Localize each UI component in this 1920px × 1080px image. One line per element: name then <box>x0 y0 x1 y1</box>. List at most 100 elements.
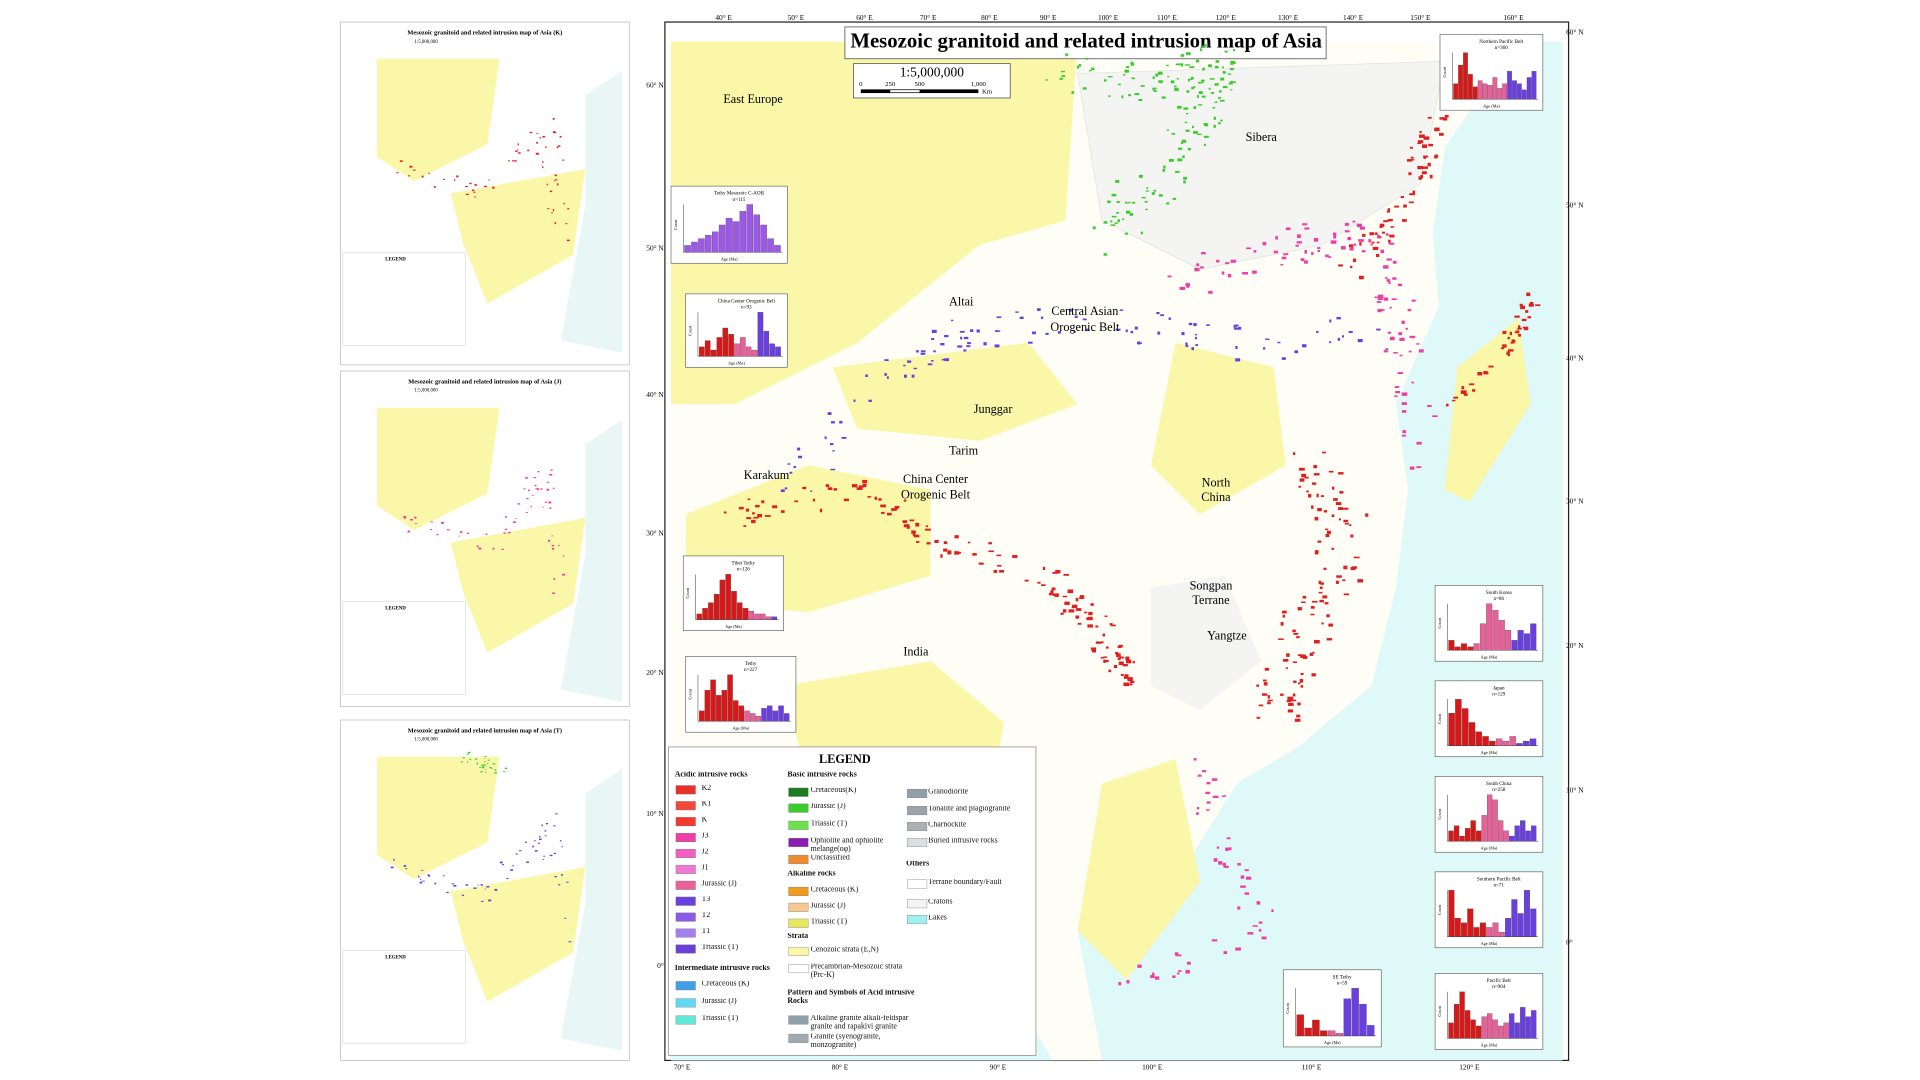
intrusion <box>1376 301 1382 303</box>
histogram-bar <box>1495 738 1503 746</box>
intrusion <box>1313 473 1320 476</box>
intrusion <box>1156 311 1160 315</box>
intrusion <box>1095 641 1101 644</box>
intrusion <box>1137 964 1142 968</box>
histogram-bar <box>1487 85 1493 100</box>
intrusion <box>504 767 508 769</box>
intrusion <box>1067 589 1074 594</box>
intrusion <box>1115 179 1120 183</box>
intrusion <box>1338 264 1343 267</box>
intrusion <box>843 498 849 502</box>
title-box <box>844 26 1327 60</box>
region-label: Karakum <box>744 468 790 482</box>
intrusion <box>1319 586 1323 590</box>
histogram-bar <box>1448 713 1455 746</box>
intrusion <box>1141 197 1146 199</box>
intrusion <box>1388 281 1391 284</box>
intrusion <box>544 830 547 832</box>
intrusion <box>1118 981 1122 986</box>
intrusion <box>1103 253 1108 256</box>
intrusion <box>1389 306 1392 309</box>
intrusion <box>1086 328 1089 332</box>
intrusion <box>1344 523 1349 525</box>
intrusion <box>467 761 469 763</box>
intrusion <box>1263 682 1268 686</box>
intrusion <box>1111 215 1117 218</box>
intrusion <box>447 529 451 531</box>
intrusion <box>941 358 945 361</box>
intrusion <box>1344 222 1349 226</box>
histogram-y-label: Count <box>1437 808 1442 819</box>
histogram-bar <box>754 613 760 620</box>
intrusion <box>1379 226 1383 228</box>
histogram-bar <box>742 608 749 620</box>
intrusion <box>1201 770 1207 773</box>
intrusion <box>1203 122 1208 126</box>
histogram-title: South Korea <box>1486 590 1512 596</box>
intrusion <box>1317 540 1322 543</box>
intrusion <box>1175 170 1180 173</box>
histogram-bar <box>1479 623 1486 651</box>
intrusion <box>1201 252 1206 255</box>
intrusion <box>1126 659 1132 664</box>
intrusion <box>761 500 765 504</box>
histogram-bar <box>757 312 764 357</box>
histogram-bar <box>1351 988 1359 1037</box>
histogram-bar <box>696 613 703 620</box>
histogram-x-label: Age (Ma) <box>721 257 738 262</box>
strata <box>1444 318 1531 503</box>
intrusion <box>421 880 425 882</box>
intrusion <box>1357 579 1364 583</box>
histogram-bar <box>769 343 775 357</box>
histogram-x-label: Age (Ma) <box>1481 846 1498 851</box>
legend-swatch <box>907 822 928 831</box>
intrusion <box>1210 92 1214 95</box>
intrusion <box>963 349 967 352</box>
histogram-bar <box>716 337 723 357</box>
histogram-title: Southern Pacific Belt <box>1477 875 1521 882</box>
lat-label: 30° N <box>1566 497 1584 506</box>
intrusion <box>554 174 557 177</box>
histogram-bar <box>1467 646 1474 651</box>
intrusion <box>1304 476 1309 479</box>
intrusion <box>1222 795 1227 797</box>
intrusion <box>746 508 750 512</box>
legend-heading: Intermediate intrusive rocks <box>675 965 770 972</box>
intrusion <box>1144 200 1148 203</box>
intrusion <box>562 573 566 576</box>
intrusion <box>1107 76 1113 78</box>
intrusion <box>1222 862 1226 866</box>
histogram-bar <box>710 349 717 357</box>
histogram-bar <box>1467 908 1474 937</box>
intrusion <box>1197 774 1202 777</box>
histogram-bar <box>1367 1025 1375 1037</box>
intrusion <box>1213 858 1218 862</box>
intrusion <box>963 336 969 340</box>
intrusion <box>1081 595 1085 599</box>
intrusion <box>559 135 562 138</box>
intrusion <box>1117 83 1121 86</box>
histogram-bar <box>746 204 754 253</box>
intrusion <box>1172 975 1176 978</box>
intrusion <box>420 878 422 880</box>
intrusion <box>1326 638 1333 641</box>
intrusion <box>1374 232 1378 235</box>
intrusion <box>1247 932 1254 935</box>
intrusion <box>1185 52 1191 56</box>
intrusion <box>1310 613 1315 616</box>
intrusion <box>912 533 916 536</box>
intrusion <box>1116 212 1119 214</box>
histogram-bar <box>1507 71 1512 100</box>
intrusion <box>1230 89 1233 91</box>
intrusion <box>1028 341 1033 344</box>
intrusion <box>784 487 788 490</box>
intrusion <box>492 186 495 189</box>
intrusion <box>1311 482 1317 485</box>
intrusion <box>1103 79 1107 82</box>
intrusion <box>465 185 468 188</box>
intrusion <box>419 881 422 884</box>
histogram-bar <box>750 713 756 722</box>
legend-swatch <box>675 981 696 991</box>
legend-swatch <box>788 787 809 797</box>
legend-swatch <box>675 833 696 843</box>
